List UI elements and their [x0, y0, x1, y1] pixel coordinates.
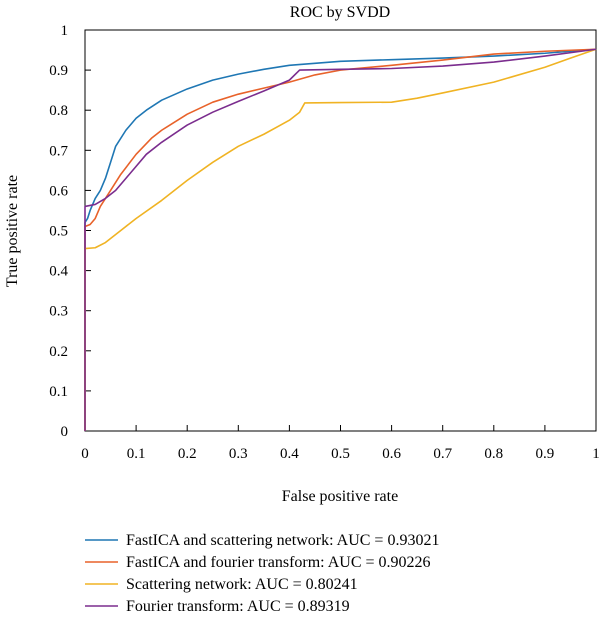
x-tick-label: 0.5 [331, 446, 350, 462]
legend-label-1: FastICA and scattering network: AUC = 0.… [126, 532, 439, 549]
y-tick-label: 0.3 [49, 304, 68, 320]
y-tick-label: 0.7 [49, 143, 68, 159]
series-line-3 [84, 48, 597, 431]
chart-title: ROC by SVDD [290, 4, 390, 21]
x-tick-label: 0.6 [382, 446, 401, 462]
x-tick-label: 0.4 [280, 446, 299, 462]
series-line-1 [84, 48, 597, 431]
x-tick-label: 0.7 [433, 446, 452, 462]
legend-label-2: FastICA and fourier transform: AUC = 0.9… [126, 554, 431, 571]
y-tick-label: 0.1 [49, 384, 68, 400]
series-line-2 [84, 48, 597, 431]
legend-label-3: Scattering network: AUC = 0.80241 [126, 576, 358, 593]
legend: FastICA and scattering network: AUC = 0.… [85, 532, 439, 615]
legend-label-4: Fourier transform: AUC = 0.89319 [126, 598, 350, 615]
y-tick-label: 0.8 [49, 103, 68, 119]
y-axis-title: True positive rate [4, 175, 21, 287]
plot-frame [84, 29, 597, 432]
x-axis-ticks: 0 0.1 0.2 0.3 0.4 0.5 0.6 0.7 0.8 0.9 1 [81, 425, 600, 462]
y-axis-ticks: 0 0.1 0.2 0.3 0.4 0.5 0.6 0.7 0.8 0.9 1 [49, 23, 91, 440]
y-tick-label: 0 [61, 424, 69, 440]
series-line-4 [84, 48, 597, 431]
y-tick-label: 1 [61, 23, 69, 39]
x-axis-title: False positive rate [282, 488, 398, 505]
series-lines [84, 48, 597, 431]
plot-area [84, 29, 597, 432]
x-tick-label: 0 [81, 446, 89, 462]
y-tick-label: 0.2 [49, 344, 68, 360]
y-tick-label: 0.4 [49, 264, 68, 280]
x-tick-label: 1 [592, 446, 600, 462]
y-tick-label: 0.5 [49, 224, 68, 240]
x-tick-label: 0.2 [178, 446, 197, 462]
x-tick-label: 0.3 [229, 446, 248, 462]
x-tick-label: 0.9 [536, 446, 555, 462]
y-tick-label: 0.9 [49, 63, 68, 79]
x-tick-label: 0.8 [484, 446, 503, 462]
y-tick-label: 0.6 [49, 183, 68, 199]
x-tick-label: 0.1 [127, 446, 146, 462]
